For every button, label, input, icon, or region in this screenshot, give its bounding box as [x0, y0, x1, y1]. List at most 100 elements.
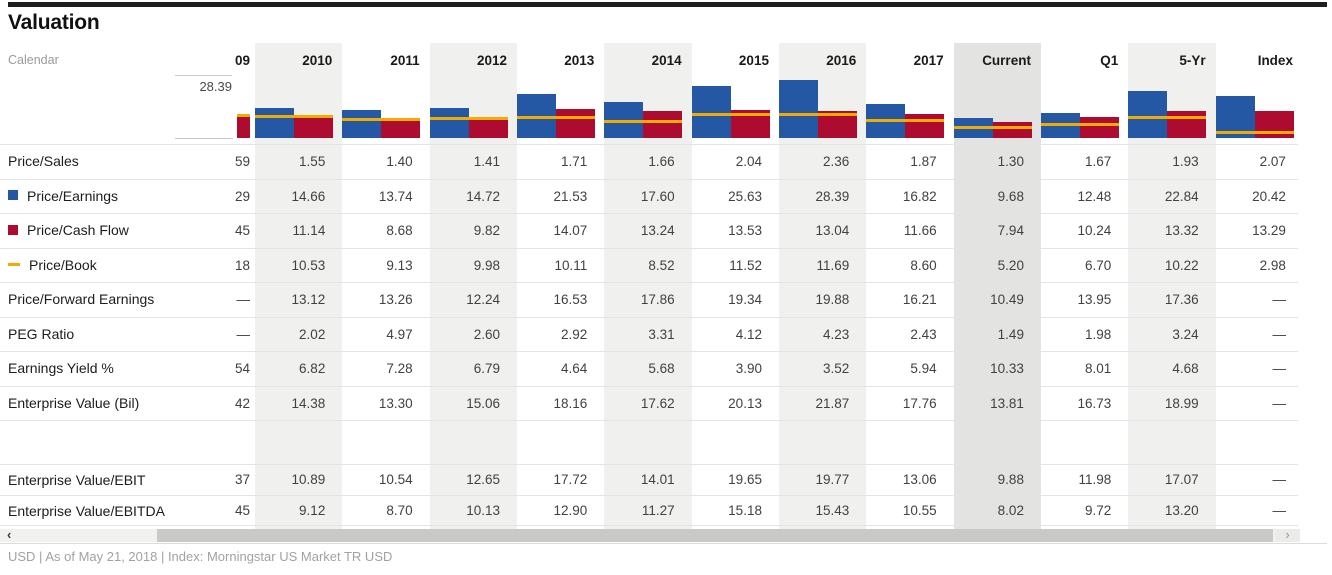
price-cash-flow-bar-2017: [905, 114, 945, 138]
cell-peg-ratio-index: —: [1272, 326, 1286, 342]
table-row-enterprise-value-bil: Enterprise Value (Bil) 42 14.38 13.30 15.06 1…: [0, 385, 1298, 421]
cell-price-cash-flow-current: 7.94: [997, 223, 1024, 238]
cell-price-book-index: 2.98: [1259, 257, 1286, 273]
price-book-line-2012: [429, 116, 508, 120]
cell-peg-ratio-5-yr: 3.24: [1172, 326, 1199, 342]
price-cash-flow-bar-current: [992, 121, 1032, 138]
row-label-text: Price/Cash Flow: [27, 222, 129, 238]
column-header-5-yr: 5-Yr: [1179, 53, 1206, 68]
column-header-2014: 2014: [651, 53, 682, 68]
price-earnings-bar-2016: [778, 80, 818, 138]
column-header-2016: 2016: [826, 53, 857, 68]
cell-price-earnings-index: 20.42: [1252, 188, 1286, 204]
row-label-text: PEG Ratio: [8, 325, 75, 342]
cell-price-sales-2011: 1.40: [386, 154, 413, 169]
scroll-left-arrow-icon[interactable]: ‹: [7, 527, 12, 542]
cell-enterprise-value-ebitda-2017: 10.55: [902, 503, 937, 518]
row-label-enterprise-value-ebitda: Enterprise Value/EBITDA: [0, 496, 175, 525]
chart-baseline: [175, 138, 233, 139]
cell-price-cash-flow-2014: 13.24: [640, 223, 675, 238]
calendar-label: Calendar: [8, 53, 59, 67]
table-row-peg-ratio: PEG Ratio — 2.02 4.97 2.60 2.92 3.31 4.12 4.23 2.…: [0, 316, 1298, 352]
table-row-price-forward-earnings: Price/Forward Earnings — 13.12 13.26 12.24 16…: [0, 282, 1298, 317]
price-earnings-bar-2012: [429, 107, 469, 138]
row-label-text: Enterprise Value (Bil): [8, 394, 140, 411]
row-label-price-book: Price/Book: [0, 249, 175, 283]
price-cash-flow-bar-2010: [294, 115, 333, 138]
row-label-text: Price/Sales: [8, 153, 79, 169]
price-earnings-bar-2010: [255, 108, 294, 138]
price-cash-flow-bar-q1: [1079, 117, 1119, 138]
cell-peg-ratio-2016: 4.23: [823, 326, 850, 342]
cell-enterprise-value-ebit-5-yr: 17.07: [1164, 472, 1199, 487]
cell-enterprise-value-ebit-2013: 17.72: [553, 472, 588, 487]
row-label-price-forward-earnings: Price/Forward Earnings: [0, 283, 175, 317]
cell-earnings-yield-2017: 5.94: [910, 361, 937, 376]
cell-price-sales-current: 1.30: [997, 154, 1024, 169]
cell-enterprise-value-bil-09: 42: [234, 395, 250, 411]
cell-enterprise-value-ebit-2014: 14.01: [640, 472, 675, 487]
cell-enterprise-value-bil-2011: 13.30: [378, 395, 413, 411]
cell-price-earnings-2010: 14.66: [291, 188, 326, 204]
table-row-enterprise-value-ebitda: Enterprise Value/EBITDA 45 9.12 8.70 10.13 12…: [0, 495, 1298, 526]
cell-price-earnings-5-yr: 22.84: [1164, 188, 1199, 204]
column-header-index: Index: [1257, 53, 1293, 68]
scroll-right-arrow-icon[interactable]: ›: [1275, 528, 1300, 542]
cell-price-forward-earnings-2015: 19.34: [728, 292, 762, 307]
cell-enterprise-value-ebit-2017: 13.06: [902, 472, 937, 487]
price-book-line-09-clipped: [237, 113, 250, 117]
cell-price-forward-earnings-2011: 13.26: [378, 292, 413, 307]
cell-peg-ratio-2017: 2.43: [910, 326, 937, 342]
cell-price-cash-flow-2017: 11.66: [903, 223, 937, 238]
cell-price-forward-earnings-2017: 16.21: [902, 292, 937, 307]
cell-price-cash-flow-09: 45: [234, 223, 250, 238]
row-label-text: Enterprise Value/EBIT: [8, 472, 146, 488]
cell-price-earnings-current: 9.68: [997, 188, 1024, 204]
row-label-enterprise-value-ebit: Enterprise Value/EBIT: [0, 465, 175, 495]
footer-text: USD | As of May 21, 2018 | Index: Mornin…: [8, 549, 393, 564]
chart-max-gridline: [175, 75, 232, 76]
cell-price-sales-2017: 1.87: [910, 154, 937, 169]
cell-price-sales-index: 2.07: [1259, 154, 1286, 169]
cell-enterprise-value-ebitda-current: 8.02: [997, 503, 1024, 518]
cell-enterprise-value-bil-current: 13.81: [990, 395, 1024, 411]
table-row-price-cash-flow: Price/Cash Flow 45 11.14 8.68 9.82 14.07 13.24…: [0, 213, 1298, 248]
legend-red-square-icon: [8, 224, 18, 235]
cell-enterprise-value-ebitda-2016: 15.43: [815, 503, 850, 518]
cell-earnings-yield-09: 54: [234, 361, 250, 376]
cell-price-book-2014: 8.52: [648, 257, 675, 273]
cell-price-earnings-2013: 21.53: [553, 188, 588, 204]
cell-price-forward-earnings-q1: 13.95: [1077, 292, 1112, 307]
cell-price-earnings-2017: 16.82: [902, 188, 937, 204]
cell-price-cash-flow-2012: 9.82: [473, 223, 500, 238]
cell-enterprise-value-ebitda-2013: 12.90: [553, 503, 588, 518]
chart-axis-max-label: 28.39: [199, 79, 232, 94]
cell-earnings-yield-5-yr: 4.68: [1172, 361, 1199, 376]
horizontal-scrollbar[interactable]: ‹ ›: [0, 527, 1300, 542]
cell-price-forward-earnings-index: —: [1272, 292, 1286, 307]
legend-yellow-dash-icon: [8, 262, 20, 266]
cell-price-sales-2016: 2.36: [823, 154, 850, 169]
cell-peg-ratio-2015: 4.12: [735, 326, 762, 342]
cell-price-forward-earnings-2010: 13.12: [291, 292, 326, 307]
cell-enterprise-value-ebit-2010: 10.89: [291, 472, 326, 487]
price-book-line-2011: [342, 118, 421, 122]
price-earnings-bar-2015: [691, 85, 731, 138]
cell-earnings-yield-index: —: [1272, 361, 1286, 376]
cell-price-earnings-09: 29: [234, 188, 250, 204]
price-book-line-5-yr: [1128, 116, 1207, 120]
cell-price-earnings-q1: 12.48: [1077, 188, 1112, 204]
price-cash-flow-bar-2011: [381, 120, 421, 138]
price-book-line-current: [953, 126, 1032, 130]
scrollbar-thumb[interactable]: [157, 529, 1273, 542]
cell-price-sales-2015: 2.04: [735, 154, 762, 169]
price-cash-flow-bar-2014: [643, 110, 683, 138]
cell-price-sales-2010: 1.55: [299, 154, 326, 169]
cell-price-book-5-yr: 10.22: [1164, 257, 1199, 273]
cell-enterprise-value-bil-2015: 20.13: [728, 395, 762, 411]
cell-price-earnings-2014: 17.60: [640, 188, 675, 204]
cell-earnings-yield-2015: 3.90: [735, 361, 762, 376]
cell-enterprise-value-bil-2010: 14.38: [291, 395, 326, 411]
row-label-text: Price/Book: [29, 256, 97, 273]
